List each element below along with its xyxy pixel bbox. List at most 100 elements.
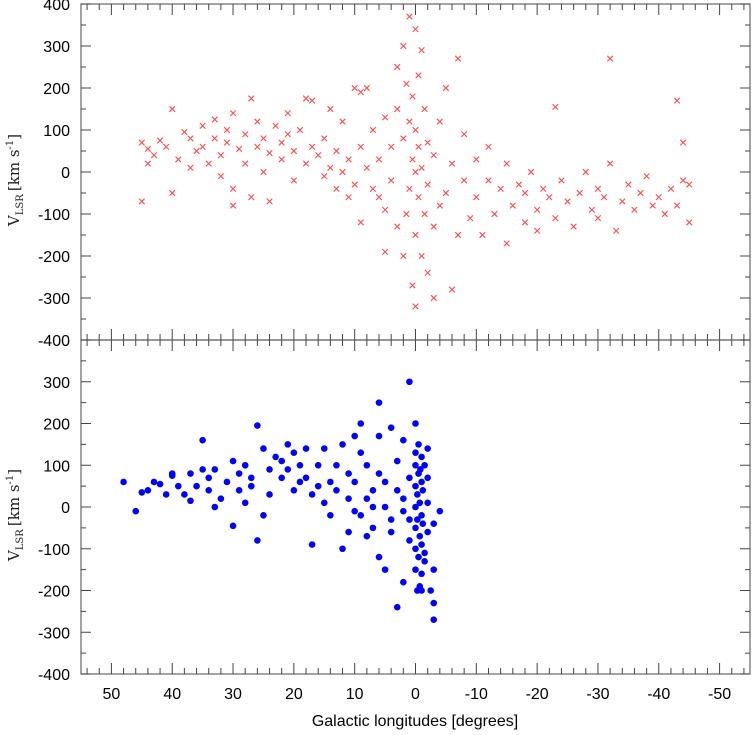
data-point-x [421,105,428,113]
data-point-x [442,189,450,197]
data-point-dot [412,420,419,427]
data-point-dot [333,461,340,469]
data-point-x [381,206,389,213]
data-point-x [229,202,237,209]
data-point-x [442,84,450,92]
data-point-x [643,173,650,180]
data-point-x [509,202,516,209]
data-point-x [570,223,577,230]
y-tick-label: 0 [61,500,70,517]
data-point-x [412,303,419,310]
data-point-x [667,185,675,192]
data-point-dot [400,436,407,444]
data-point-x [260,135,267,142]
data-point-dot [424,445,431,452]
data-point-dot [424,528,431,536]
data-point-x [345,194,352,201]
data-point-dot [260,445,267,452]
data-point-x [400,42,407,50]
y-tick-label: 100 [43,458,70,475]
data-point-x [138,139,146,146]
data-point-x [308,143,316,150]
data-point-dot [205,487,213,494]
data-point-x [284,131,291,138]
data-point-x [619,198,626,205]
data-point-x [199,143,206,150]
data-point-dot [357,512,365,519]
data-point-dot [375,470,383,477]
data-point-x [415,143,422,150]
data-point-x [345,156,352,163]
data-point-x [333,147,340,155]
x-tick-label: -50 [708,686,731,703]
data-point-dot [387,516,395,523]
y-tick-label: 0 [61,165,70,182]
y-tick-label: 200 [43,417,70,434]
data-point-x [357,89,364,96]
data-point-x [412,168,419,176]
data-point-x [424,139,431,146]
data-point-x [412,26,419,33]
x-tick-label: 0 [411,686,420,703]
data-point-x [454,231,462,239]
data-point-dot [375,553,383,561]
data-point-dot [150,478,158,486]
y-tick-label: -200 [38,584,70,601]
data-point-x [527,168,535,176]
data-point-x [421,210,428,218]
data-point-x [248,95,255,102]
data-point-dot [418,541,425,548]
y-tick-label: -300 [38,291,70,308]
data-point-dot [168,472,176,479]
data-point-x [473,194,480,201]
data-point-dot [345,495,352,502]
data-point-x [649,202,656,209]
data-point-x [491,210,498,218]
data-point-x [415,72,422,79]
data-point-x [418,164,425,171]
data-point-x [503,160,510,167]
data-point-dot [363,532,371,540]
data-point-dot [333,487,340,494]
data-point-x [600,194,608,201]
data-point-x [144,160,152,167]
data-point-x [467,215,474,222]
data-point-dot [199,466,206,473]
data-point-dot [217,495,225,502]
data-point-dot [375,399,383,406]
data-point-dot [284,466,292,473]
data-point-x [588,206,596,213]
data-point-x [473,156,480,163]
data-point-x [403,80,410,87]
data-point-dot [363,461,371,469]
data-point-x [430,294,437,302]
data-point-x [394,105,401,113]
data-point-dot [308,541,316,548]
data-point-dot [393,603,401,611]
data-point-x [381,114,389,121]
data-point-x [284,110,291,117]
data-point-dot [357,420,365,427]
data-point-dot [412,503,419,511]
x-tick-label: 10 [346,686,364,703]
data-point-x [156,137,164,144]
data-point-dot [415,441,422,448]
data-point-x [387,177,395,184]
data-point-x [424,181,431,188]
data-point-dot [120,478,127,486]
x-axis-label: Galactic longitudes [degrees] [312,713,518,730]
data-point-dot [421,549,428,557]
data-point-dot [193,482,200,490]
x-tick-label: -40 [647,686,670,703]
data-point-x [448,286,456,293]
data-point-dot [375,432,383,440]
data-point-x [503,240,510,247]
data-point-x [144,145,152,153]
data-point-dot [156,480,164,488]
data-point-x [661,210,669,218]
data-point-x [375,156,383,163]
data-point-x [290,177,298,184]
data-point-dot [406,537,413,544]
x-tick-label: 40 [163,686,181,703]
data-point-dot [406,516,413,523]
